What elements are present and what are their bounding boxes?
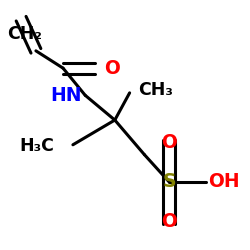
Text: O: O [161, 212, 177, 231]
Text: OH: OH [208, 172, 240, 191]
Text: O: O [161, 133, 177, 152]
Text: H₃C: H₃C [20, 137, 54, 155]
Text: CH₃: CH₃ [138, 82, 173, 100]
Text: O: O [104, 59, 120, 78]
Text: S: S [162, 172, 176, 191]
Text: HN: HN [50, 86, 82, 105]
Text: CH₂: CH₂ [7, 25, 42, 43]
